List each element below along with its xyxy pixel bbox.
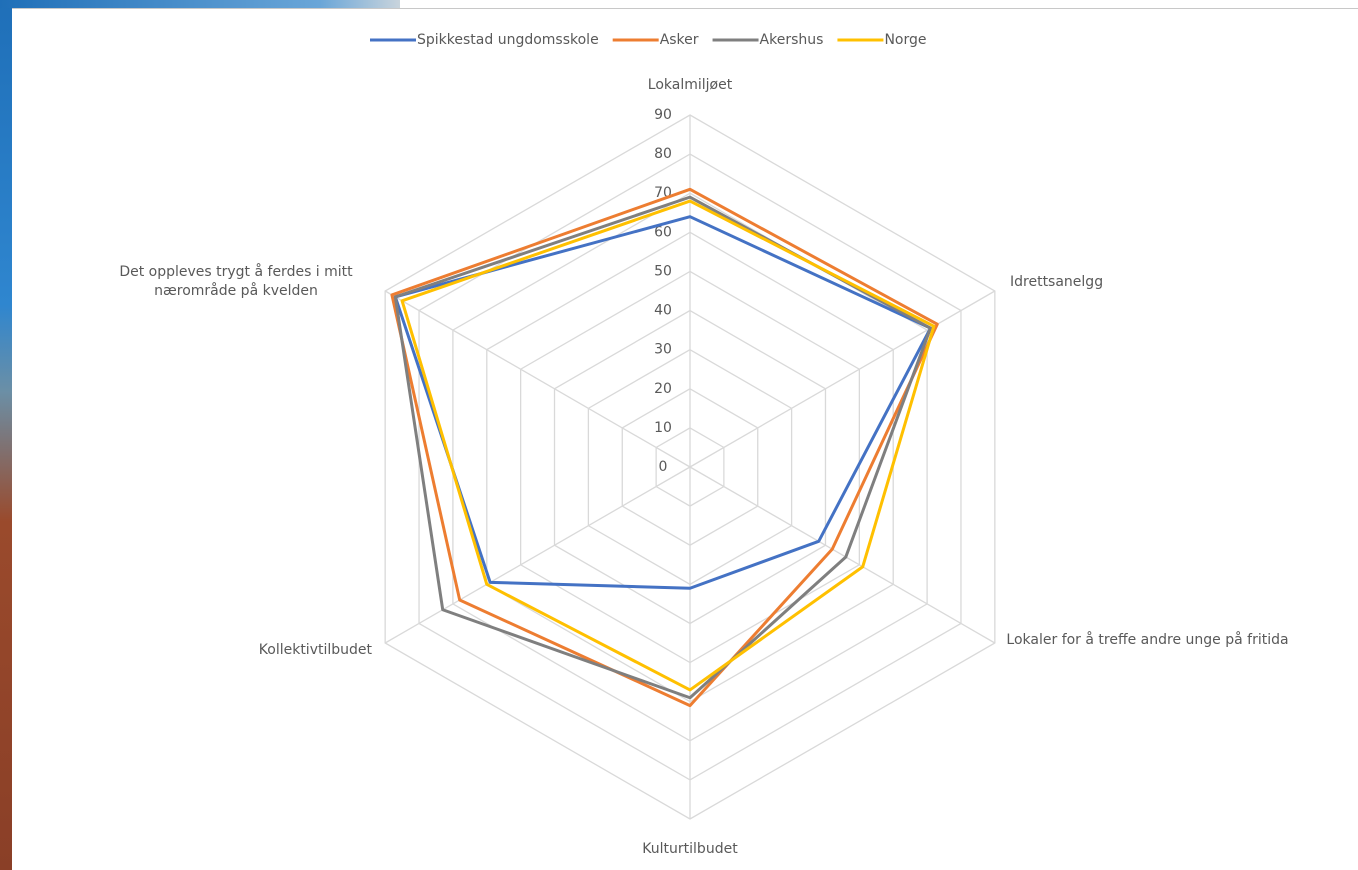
series-line xyxy=(393,195,932,700)
series-line xyxy=(400,199,936,692)
series-line xyxy=(390,187,939,708)
tick-label: 50 xyxy=(654,263,672,279)
axis-label: Idrettsanelgg xyxy=(1010,274,1104,290)
chart-frame xyxy=(12,8,1358,870)
tick-label: 80 xyxy=(654,146,672,162)
axis-label: Lokalmiljøet xyxy=(647,77,733,93)
tick-label: 40 xyxy=(654,303,672,319)
tick-label: 90 xyxy=(654,107,672,123)
tick-label: 10 xyxy=(654,420,672,436)
tick-label: 20 xyxy=(654,381,672,397)
tick-label: 60 xyxy=(654,224,672,240)
background-image xyxy=(0,0,12,870)
tick-label: 0 xyxy=(659,459,668,475)
axis-label: Det oppleves trygt å ferdes i mitt nærom… xyxy=(119,264,353,299)
spoke xyxy=(689,290,996,468)
background-image xyxy=(0,0,400,8)
axis-label: Kollektivtilbudet xyxy=(258,642,372,658)
legend-label: Akershus xyxy=(760,32,824,48)
spoke xyxy=(689,466,996,644)
spoke xyxy=(384,466,691,644)
spoke xyxy=(384,290,691,468)
legend-label: Spikkestad ungdomsskole xyxy=(417,32,599,48)
legend-label: Asker xyxy=(660,32,699,48)
axis-label: Lokaler for å treffe andre unge på friti… xyxy=(1006,632,1289,648)
tick-label: 30 xyxy=(654,342,672,358)
legend-label: Norge xyxy=(884,32,926,48)
axis-label: Kulturtilbudet xyxy=(642,841,738,857)
